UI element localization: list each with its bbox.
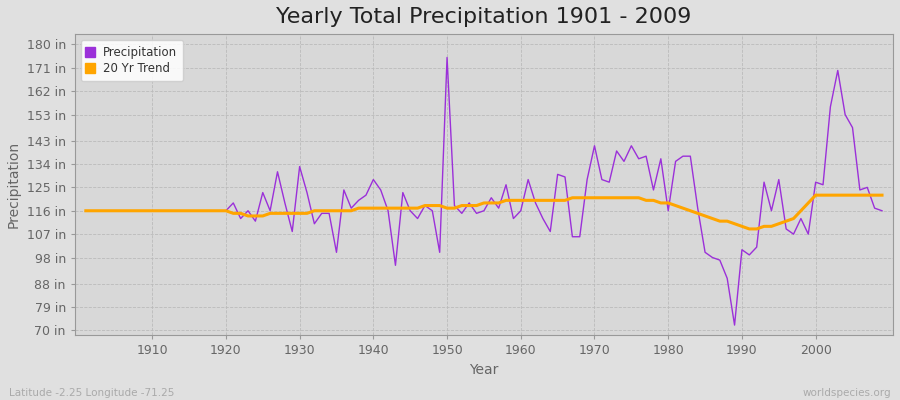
Legend: Precipitation, 20 Yr Trend: Precipitation, 20 Yr Trend xyxy=(81,40,183,81)
Title: Yearly Total Precipitation 1901 - 2009: Yearly Total Precipitation 1901 - 2009 xyxy=(276,7,691,27)
Text: Latitude -2.25 Longitude -71.25: Latitude -2.25 Longitude -71.25 xyxy=(9,388,175,398)
Text: worldspecies.org: worldspecies.org xyxy=(803,388,891,398)
X-axis label: Year: Year xyxy=(469,363,499,377)
Y-axis label: Precipitation: Precipitation xyxy=(7,141,21,228)
